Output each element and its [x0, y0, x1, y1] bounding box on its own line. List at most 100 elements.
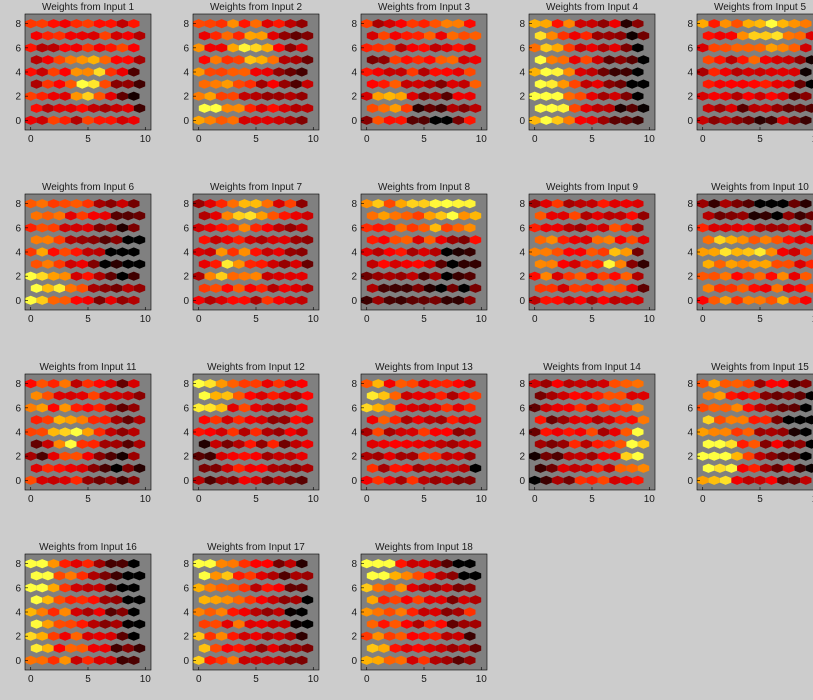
hex-cell [458, 283, 470, 293]
hex-cell [435, 571, 447, 581]
hex-cell [133, 55, 146, 65]
hex-cell [238, 607, 251, 617]
hex-cell [82, 43, 94, 53]
hex-cell [708, 19, 720, 29]
hex-cell [47, 631, 60, 641]
hex-cell [198, 415, 211, 425]
hex-cell [714, 235, 726, 245]
hex-cell [82, 403, 94, 413]
hex-cell [697, 451, 709, 461]
hex-cell [574, 19, 587, 29]
hex-cell [25, 583, 37, 593]
hex-cell [88, 79, 100, 89]
hex-cell [782, 235, 795, 245]
hex-cell [771, 211, 783, 221]
hex-cell [30, 79, 43, 89]
y-tick-label: 8 [183, 199, 189, 210]
hex-cell [210, 619, 222, 629]
hex-cell [626, 463, 638, 473]
hex-cell [273, 607, 285, 617]
hex-cell [429, 631, 442, 641]
hex-cell [754, 247, 766, 257]
hex-cell [128, 583, 140, 593]
hex-cell [366, 571, 379, 581]
hex-cell [221, 415, 234, 425]
hex-cell [800, 115, 812, 125]
hex-cell [47, 451, 60, 461]
hex-cell [193, 67, 205, 77]
hex-cell [395, 67, 407, 77]
hex-cell [93, 655, 106, 665]
hex-cell [401, 259, 413, 269]
hex-cell [238, 295, 251, 305]
hex-cells [25, 559, 146, 665]
hex-cell [551, 427, 564, 437]
hex-cell [296, 43, 308, 53]
y-tick-label: 6 [351, 43, 357, 54]
hex-cell [424, 595, 436, 605]
x-tick-label: 5 [85, 674, 91, 685]
hex-cell [614, 211, 627, 221]
hex-cell [221, 463, 234, 473]
hex-cell [76, 391, 88, 401]
hex-cell [424, 55, 436, 65]
y-tick-label: 6 [687, 403, 693, 414]
hex-cell [777, 247, 789, 257]
hex-cell [401, 31, 413, 41]
hex-cell [412, 415, 424, 425]
hex-cell [116, 583, 129, 593]
hex-cell [597, 91, 610, 101]
hex-cell [76, 31, 88, 41]
hex-cell [116, 403, 129, 413]
hex-cell [193, 115, 205, 125]
x-tick-label: 10 [140, 134, 152, 145]
hex-cell [88, 571, 100, 581]
hex-cell [53, 55, 66, 65]
hex-cell [296, 19, 308, 29]
hex-cell [424, 439, 436, 449]
hex-cell [36, 19, 48, 29]
hex-cell [70, 559, 83, 569]
y-tick-label: 4 [351, 428, 357, 439]
hex-cell [702, 259, 715, 269]
hex-cell [284, 115, 297, 125]
hex-cell [760, 259, 772, 269]
hex-cell [632, 295, 644, 305]
hex-cell [30, 571, 43, 581]
hex-cell [47, 91, 60, 101]
hex-cell [221, 103, 234, 113]
plot-title: Weights from Input 8 [378, 182, 471, 193]
hex-cell [580, 55, 592, 65]
hex-cell [429, 451, 442, 461]
y-tick-label: 8 [351, 19, 357, 30]
hex-cell [800, 427, 812, 437]
hex-cell [290, 211, 302, 221]
hex-cell [441, 19, 453, 29]
hex-cell [59, 295, 71, 305]
hex-cell [469, 235, 482, 245]
hex-cell [429, 247, 442, 257]
hex-cell [47, 115, 60, 125]
hex-cell [464, 91, 476, 101]
hex-cell [580, 31, 592, 41]
hex-cell [609, 475, 621, 485]
hex-cell [261, 271, 274, 281]
hex-cell [210, 259, 222, 269]
hex-cell [592, 259, 604, 269]
y-tick-label: 8 [183, 559, 189, 570]
hex-cell [429, 91, 442, 101]
hex-cell [708, 379, 720, 389]
hex-cell [105, 631, 117, 641]
hex-cell [469, 571, 482, 581]
hex-cell [697, 199, 709, 209]
hex-cell [389, 619, 402, 629]
hex-cell [301, 391, 314, 401]
hex-cell [296, 115, 308, 125]
hex-cell [737, 235, 749, 245]
hex-cell [193, 295, 205, 305]
hex-cell [133, 391, 146, 401]
y-tick-label: 6 [519, 43, 525, 54]
hex-cell [574, 271, 587, 281]
hex-cell [70, 631, 83, 641]
hex-cell [227, 655, 239, 665]
